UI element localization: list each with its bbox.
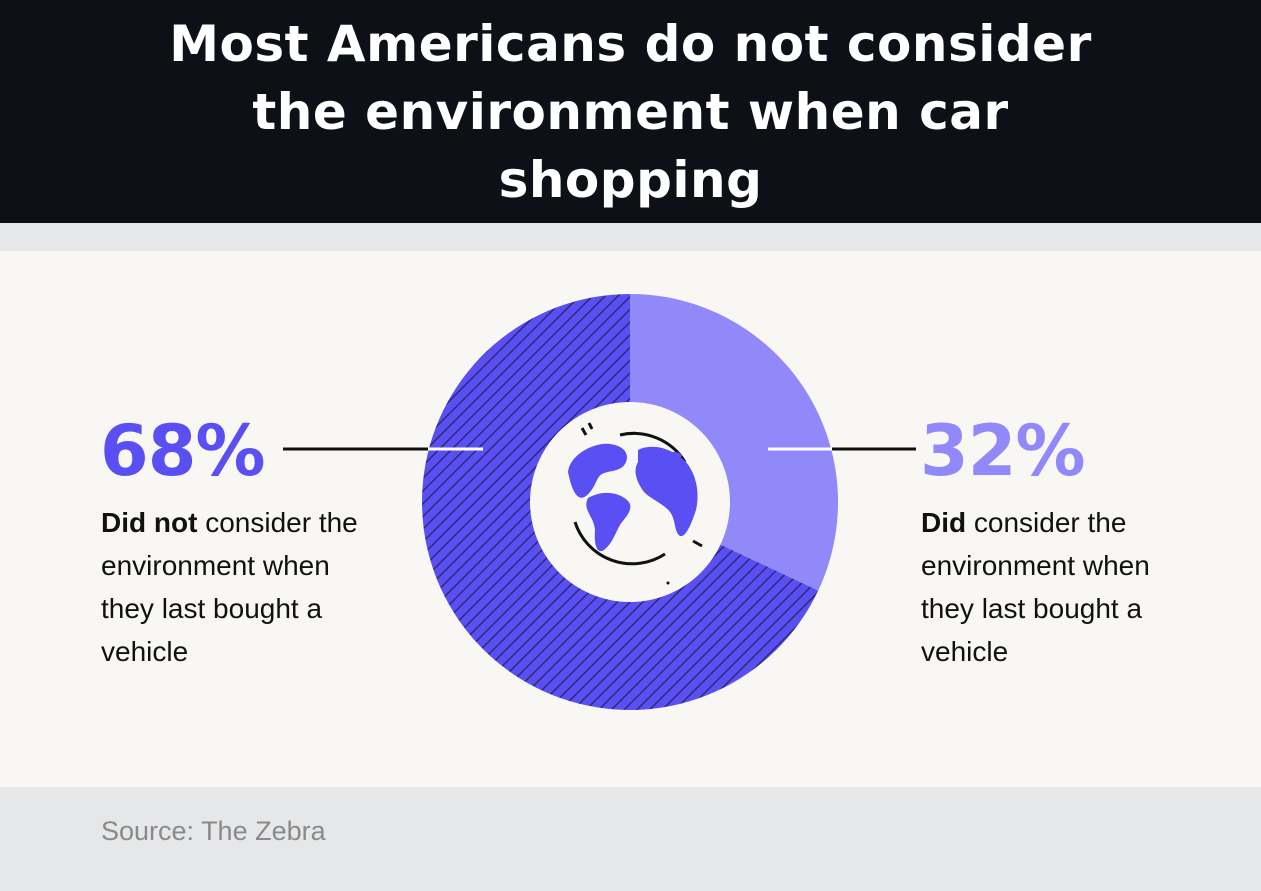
description-did-not: Did not consider the environment when th… (101, 501, 361, 673)
chart-panel: 68% Did not consider the environment whe… (0, 251, 1261, 787)
description-did-text: consider the environment when they last … (921, 507, 1150, 667)
description-did-not-text: consider the environment when they last … (101, 507, 358, 667)
description-did-bold: Did (921, 507, 967, 538)
source-note: Source: The Zebra (101, 816, 326, 846)
donut-chart (283, 294, 916, 710)
donut-hole (530, 402, 730, 602)
header-banner: Most Americans do not consider the envir… (0, 0, 1261, 223)
description-did: Did consider the environment when they l… (921, 501, 1181, 673)
globe-icon (568, 422, 703, 585)
percent-label-did-not: 68% (100, 410, 266, 492)
chart-title: Most Americans do not consider the envir… (169, 14, 1092, 209)
description-did-not-bold: Did not (101, 507, 198, 538)
percent-label-did: 32% (920, 410, 1086, 492)
